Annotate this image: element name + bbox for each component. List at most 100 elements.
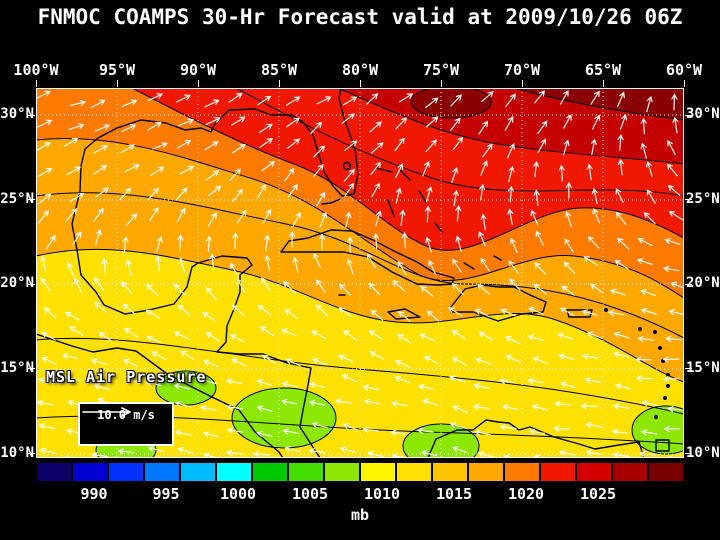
wind-arrow-icon xyxy=(564,238,574,253)
lon-label: 90°W xyxy=(179,61,217,79)
wind-arrow-icon xyxy=(505,354,521,363)
colorbar-tick: 990 xyxy=(80,485,108,503)
wind-arrow-icon xyxy=(121,281,133,295)
wind-arrow-icon xyxy=(666,455,672,458)
wind-arrow-icon xyxy=(370,309,384,321)
wind-arrow-icon xyxy=(663,425,681,433)
wind-arrow-icon xyxy=(150,166,165,176)
colorbar-segment xyxy=(468,462,504,482)
wind-arrow-icon xyxy=(38,377,55,384)
wind-arrow-icon xyxy=(450,117,461,131)
axis-tick xyxy=(28,283,35,285)
wind-arrow-icon xyxy=(256,430,273,437)
wind-arrow-icon xyxy=(533,283,547,295)
wind-arrow-icon xyxy=(507,143,515,159)
wind-arrow-icon xyxy=(508,185,515,203)
wind-arrow-icon xyxy=(482,143,493,158)
wind-arrow-icon xyxy=(662,356,680,363)
wind-arrow-icon xyxy=(499,424,517,431)
wind-arrow-icon xyxy=(117,448,135,455)
wind-arrow-icon xyxy=(528,428,546,435)
wind-arrow-icon xyxy=(72,231,82,246)
wind-arrow-icon xyxy=(94,302,108,313)
axis-tick xyxy=(521,80,523,87)
wind-arrow-icon xyxy=(177,304,191,316)
wind-arrow-icon xyxy=(477,283,491,295)
wind-arrow-icon xyxy=(156,236,163,253)
wind-arrow-icon xyxy=(286,138,301,149)
wind-arrow-icon xyxy=(614,259,629,270)
wind-arrow-icon xyxy=(346,236,354,253)
wind-scale-box: 10.0 m/s xyxy=(78,402,174,446)
wind-arrow-icon xyxy=(553,425,570,432)
wind-arrow-icon xyxy=(174,401,192,408)
lake-okeechobee xyxy=(342,161,352,171)
coastline-puerto-rico xyxy=(566,309,593,318)
wind-arrow-icon xyxy=(397,260,407,276)
colorbar-segment xyxy=(360,462,396,482)
wind-arrow-icon xyxy=(202,312,217,322)
wind-arrow-icon xyxy=(289,231,296,248)
wind-arrow-icon xyxy=(563,114,572,129)
wind-arrow-icon xyxy=(346,258,354,275)
wind-arrow-icon xyxy=(231,116,246,126)
wind-arrow-icon xyxy=(146,284,159,296)
wind-arrow-icon xyxy=(367,253,376,268)
wind-arrow-icon xyxy=(452,189,459,207)
lon-label: 60°W xyxy=(665,61,703,79)
lon-label: 95°W xyxy=(98,61,136,79)
wind-arrow-icon xyxy=(375,210,382,227)
wind-arrow-icon xyxy=(39,447,56,454)
wind-arrow-icon xyxy=(646,160,653,177)
lat-label: 30°N xyxy=(686,106,720,122)
wind-arrow-icon xyxy=(609,288,626,296)
wind-arrow-icon xyxy=(508,260,519,274)
wind-arrow-icon xyxy=(292,256,299,273)
wind-arrow-icon xyxy=(308,399,326,406)
wind-arrow-icon xyxy=(280,328,297,337)
wind-arrow-icon xyxy=(61,353,79,360)
wind-arrow-icon xyxy=(480,213,487,231)
wind-arrow-icon xyxy=(615,211,627,226)
wind-arrow-icon xyxy=(315,279,326,293)
wind-arrow-icon xyxy=(559,307,575,317)
wind-arrow-icon xyxy=(208,185,222,197)
wind-arrow-icon xyxy=(311,358,328,366)
wind-arrow-icon xyxy=(533,454,543,458)
lat-label: 25°N xyxy=(0,191,34,207)
wind-arrow-icon xyxy=(225,378,243,385)
wind-arrow-icon xyxy=(259,138,274,148)
wind-arrow-icon xyxy=(448,307,463,317)
wind-arrow-icon xyxy=(670,281,684,289)
wind-arrow-icon xyxy=(63,137,79,147)
wind-arrow-icon xyxy=(527,377,544,384)
axis-tick xyxy=(685,199,692,201)
wind-arrow-icon xyxy=(231,143,246,154)
lat-label: 15°N xyxy=(0,360,34,376)
wind-arrow-icon xyxy=(226,404,243,411)
lat-label: 20°N xyxy=(686,275,720,291)
wind-arrow-icon xyxy=(344,182,355,197)
wind-arrow-icon xyxy=(90,99,106,109)
wind-arrow-icon xyxy=(93,207,104,222)
wind-arrow-icon xyxy=(637,237,653,247)
wind-arrow-icon xyxy=(665,335,682,342)
lon-label: 85°W xyxy=(260,61,298,79)
axis-tick xyxy=(28,114,35,116)
wind-arrow-icon xyxy=(533,160,540,178)
wind-arrow-icon xyxy=(613,403,630,410)
axis-tick xyxy=(28,368,35,370)
wind-arrow-icon xyxy=(535,230,544,246)
lesser-antilles-islands xyxy=(604,308,670,419)
wind-arrow-icon xyxy=(474,308,490,318)
wind-arrow-icon xyxy=(534,90,545,104)
wind-arrow-icon xyxy=(311,421,328,429)
wind-arrow-icon xyxy=(617,237,630,250)
wind-arrow-icon xyxy=(416,427,434,434)
wind-arrow-icon xyxy=(395,163,404,179)
wind-arrow-icon xyxy=(425,116,439,128)
axis-tick xyxy=(685,283,692,285)
wind-arrow-icon xyxy=(607,309,625,316)
wind-arrow-icon xyxy=(530,209,539,226)
wind-arrow-icon xyxy=(177,446,194,454)
